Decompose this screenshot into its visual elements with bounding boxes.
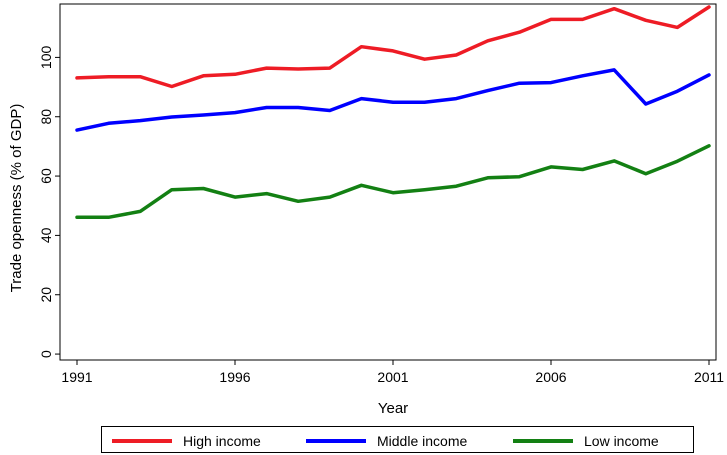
y-axis-title: Trade openness (% of GDP): [8, 104, 25, 293]
y-tick-label-60: 60: [38, 168, 54, 184]
series-line-middle-income: [75, 68, 711, 132]
legend: High income Middle income Low income: [101, 426, 694, 453]
legend-label-middle-income: Middle income: [377, 432, 468, 449]
legend-swatch-low-income: [513, 438, 573, 443]
legend-swatch-high-income: [112, 438, 172, 443]
legend-item-high-income: High income: [112, 427, 261, 454]
plot-frame: [59, 3, 717, 361]
series-line-high-income: [75, 5, 711, 89]
x-tick-label-1996: 1996: [219, 369, 250, 385]
x-tick-label-2011: 2011: [694, 369, 724, 385]
x-tick-label-2006: 2006: [535, 369, 566, 385]
legend-label-low-income: Low income: [584, 432, 659, 449]
legend-item-middle-income: Middle income: [306, 427, 467, 454]
legend-label-high-income: High income: [183, 432, 261, 449]
plot-area: 0 20 40 60 80 100 1991 1996 2001 2006 2011: [38, 3, 724, 385]
y-tick-label-40: 40: [38, 227, 54, 243]
x-tick-label-2001: 2001: [377, 369, 408, 385]
x-tick-label-1991: 1991: [61, 369, 92, 385]
y-tick-label-0: 0: [38, 350, 54, 358]
x-axis-title: Year: [378, 400, 408, 417]
line-chart: 0 20 40 60 80 100 1991 1996 2001 2006 2011 Trade o…: [8, 3, 724, 417]
series-line-low-income: [75, 144, 711, 220]
legend-swatch-middle-income: [306, 438, 366, 443]
y-tick-label-100: 100: [38, 46, 54, 70]
y-tick-label-80: 80: [38, 109, 54, 125]
y-tick-label-20: 20: [38, 287, 54, 303]
legend-item-low-income: Low income: [513, 427, 659, 454]
